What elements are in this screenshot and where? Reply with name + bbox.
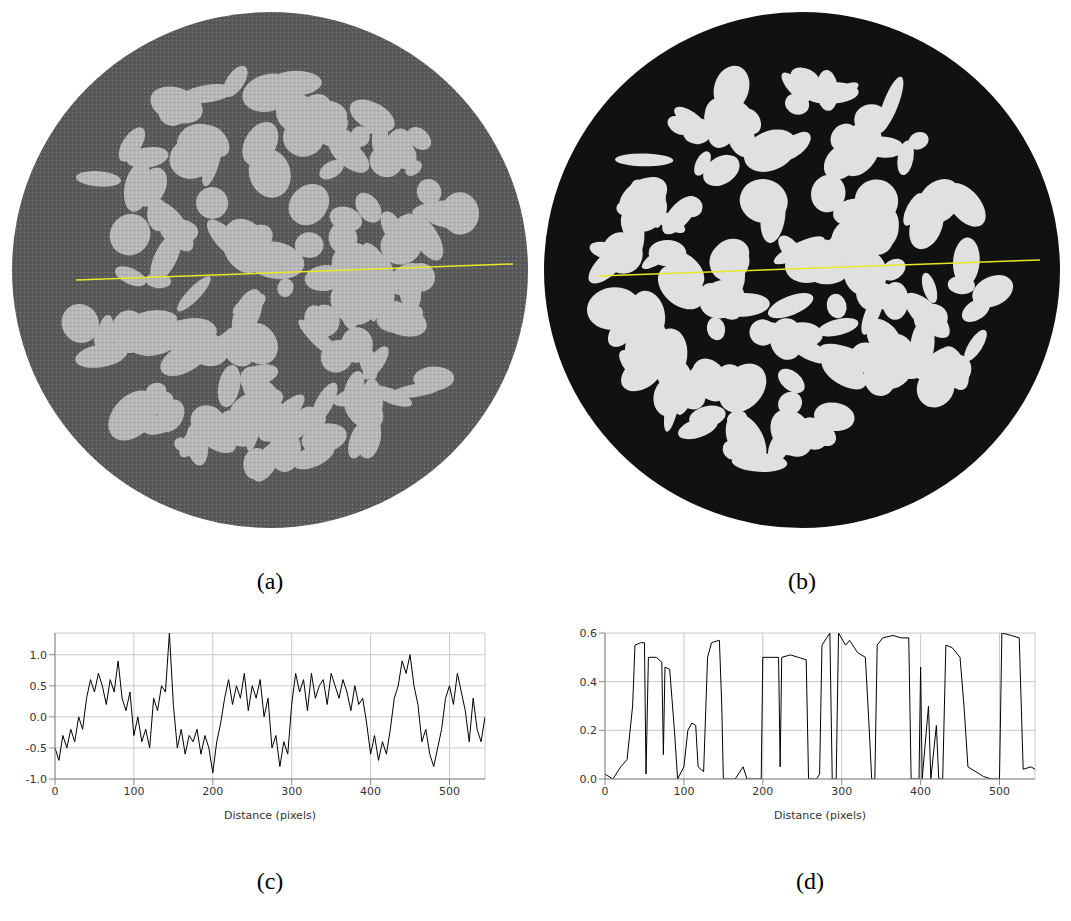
svg-text:0.6: 0.6 [580, 627, 598, 640]
html-text:(d): (d) [796, 868, 824, 894]
svg-text:200: 200 [752, 785, 773, 798]
svg-text:0: 0 [52, 785, 59, 798]
svg-text:0.4: 0.4 [580, 676, 598, 689]
svg-text:0.5: 0.5 [30, 680, 48, 693]
svg-text:500: 500 [989, 785, 1010, 798]
svg-text:Distance (pixels): Distance (pixels) [224, 809, 316, 822]
svg-text:-0.5: -0.5 [26, 742, 47, 755]
svg-text:Distance (pixels): Distance (pixels) [774, 809, 866, 822]
html-text:(c): (c) [256, 868, 284, 894]
svg-text:0.2: 0.2 [580, 724, 598, 737]
svg-text:0: 0 [602, 785, 609, 798]
svg-text:100: 100 [123, 785, 144, 798]
svg-text:200: 200 [202, 785, 223, 798]
html-text:(b): (b) [788, 568, 816, 594]
svg-text:0.0: 0.0 [580, 773, 598, 786]
svg-text:-1.0: -1.0 [26, 773, 47, 786]
svg-text:400: 400 [360, 785, 381, 798]
svg-text:100: 100 [673, 785, 694, 798]
svg-text:400: 400 [910, 785, 931, 798]
svg-text:300: 300 [281, 785, 302, 798]
svg-text:0.0: 0.0 [30, 711, 48, 724]
svg-text:1.0: 1.0 [30, 649, 48, 662]
svg-text:300: 300 [831, 785, 852, 798]
svg-text:500: 500 [439, 785, 460, 798]
html-text:(a): (a) [256, 568, 284, 594]
